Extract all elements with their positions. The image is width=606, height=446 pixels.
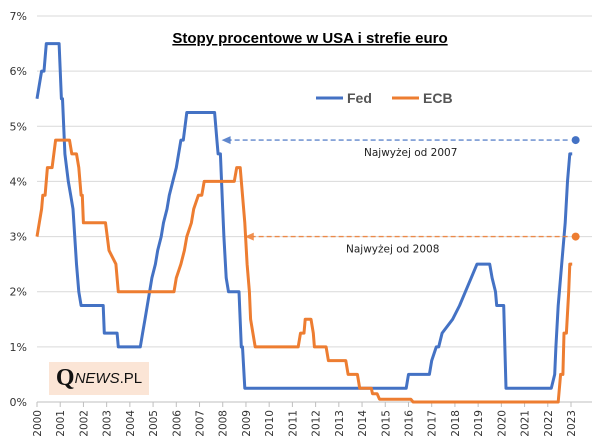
x-tick-label: 2013 <box>334 410 346 437</box>
x-tick-label: 2007 <box>195 410 207 437</box>
y-tick-label: 5% <box>10 120 27 133</box>
arrow-head-icon <box>221 136 231 145</box>
series-lines <box>35 42 573 404</box>
y-tick-label: 6% <box>10 65 27 78</box>
x-tick-label: 2009 <box>241 410 253 437</box>
chart-title: Stopy procentowe w USA i strefie euro <box>172 30 447 47</box>
y-tick-label: 1% <box>10 341 27 354</box>
x-tick-label: 2015 <box>380 410 392 437</box>
annotation-marker <box>571 136 580 145</box>
x-tick-label: 2001 <box>55 410 67 437</box>
x-tick-label: 2004 <box>125 410 137 437</box>
legend-ecb-label: ECB <box>423 90 453 106</box>
y-tick-label: 2% <box>10 286 27 299</box>
gridlines <box>37 15 592 348</box>
x-tick-label: 2003 <box>102 410 114 437</box>
x-tick-label: 2022 <box>543 410 555 437</box>
y-tick-label: 3% <box>10 231 27 244</box>
series-line-fed <box>35 42 573 390</box>
x-tick-label: 2012 <box>311 410 323 437</box>
x-tick-label: 2006 <box>171 410 183 437</box>
y-axis-ticks: 0% 1% 2% 3% 4% 5% 6% 7% <box>10 10 27 409</box>
series-line-ecb <box>35 138 573 404</box>
y-tick-label: 0% <box>10 396 27 409</box>
x-tick-label: 2002 <box>78 410 90 437</box>
x-tick-label: 2018 <box>450 410 462 437</box>
y-tick-label: 7% <box>10 10 27 23</box>
annotation-marker <box>571 232 580 241</box>
logo-q: Q <box>55 365 75 391</box>
arrow-head-icon <box>244 232 254 241</box>
logo-pl: .PL <box>119 370 143 387</box>
x-tick-label: 2011 <box>287 410 299 437</box>
x-tick-label: 2016 <box>403 410 415 437</box>
x-tick-label: 2000 <box>32 410 44 437</box>
legend-fed-label: Fed <box>347 90 372 106</box>
annotation-label: Najwyżej od 2007 <box>364 147 457 159</box>
qnews-logo: Q NEWS .PL <box>49 362 149 395</box>
x-tick-label: 2019 <box>473 410 485 437</box>
legend: Fed ECB <box>316 90 453 106</box>
annotations: Najwyżej od 2007 Najwyżej od 2008 <box>221 136 580 256</box>
x-tick-label: 2008 <box>218 410 230 437</box>
logo-news: NEWS <box>74 370 120 387</box>
x-tick-label: 2023 <box>566 410 578 437</box>
x-tick-label: 2017 <box>427 410 439 437</box>
y-tick-label: 4% <box>10 175 27 188</box>
x-axis: 2000 2001 2002 2003 2004 2005 2006 2007 2008 2009… <box>32 401 592 437</box>
annotation-label: Najwyżej od 2008 <box>346 244 439 256</box>
x-tick-label: 2005 <box>148 410 160 437</box>
x-tick-label: 2010 <box>264 410 276 437</box>
x-tick-label: 2020 <box>496 410 508 437</box>
x-tick-label: 2014 <box>357 410 369 437</box>
x-tick-label: 2021 <box>520 410 532 437</box>
